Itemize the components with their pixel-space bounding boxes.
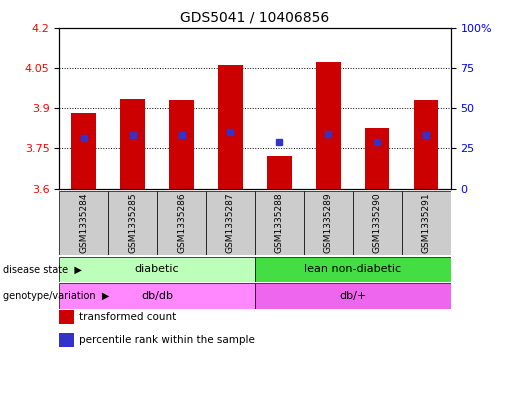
Bar	[72, 114, 96, 189]
Title: GDS5041 / 10406856: GDS5041 / 10406856	[180, 11, 330, 25]
Text: disease state  ▶: disease state ▶	[3, 264, 81, 274]
Text: GSM1335285: GSM1335285	[128, 193, 137, 253]
Text: lean non-diabetic: lean non-diabetic	[304, 264, 401, 274]
Text: GSM1335290: GSM1335290	[373, 193, 382, 253]
Text: GSM1335289: GSM1335289	[324, 193, 333, 253]
Text: GSM1335291: GSM1335291	[422, 193, 431, 253]
Bar	[59, 257, 255, 282]
Bar	[108, 191, 157, 255]
Bar	[353, 191, 402, 255]
Text: GSM1335284: GSM1335284	[79, 193, 88, 253]
Bar	[121, 99, 145, 189]
Bar	[255, 257, 451, 282]
Bar	[255, 191, 304, 255]
Bar	[365, 128, 389, 189]
Bar	[255, 283, 451, 309]
Text: diabetic: diabetic	[135, 264, 179, 274]
Text: GSM1335288: GSM1335288	[275, 193, 284, 253]
Bar	[169, 100, 194, 189]
Text: db/+: db/+	[339, 291, 366, 301]
Text: transformed count: transformed count	[79, 312, 176, 322]
Bar	[206, 191, 255, 255]
Bar	[157, 191, 206, 255]
Bar	[218, 65, 243, 189]
Text: db/db: db/db	[141, 291, 173, 301]
Text: GSM1335286: GSM1335286	[177, 193, 186, 253]
Bar	[402, 191, 451, 255]
Text: percentile rank within the sample: percentile rank within the sample	[79, 335, 255, 345]
Bar	[414, 100, 438, 189]
Bar	[59, 191, 108, 255]
Text: genotype/variation  ▶: genotype/variation ▶	[3, 291, 109, 301]
Text: GSM1335287: GSM1335287	[226, 193, 235, 253]
Bar	[316, 62, 340, 189]
Bar	[267, 156, 291, 189]
Bar	[59, 283, 255, 309]
Bar	[304, 191, 353, 255]
